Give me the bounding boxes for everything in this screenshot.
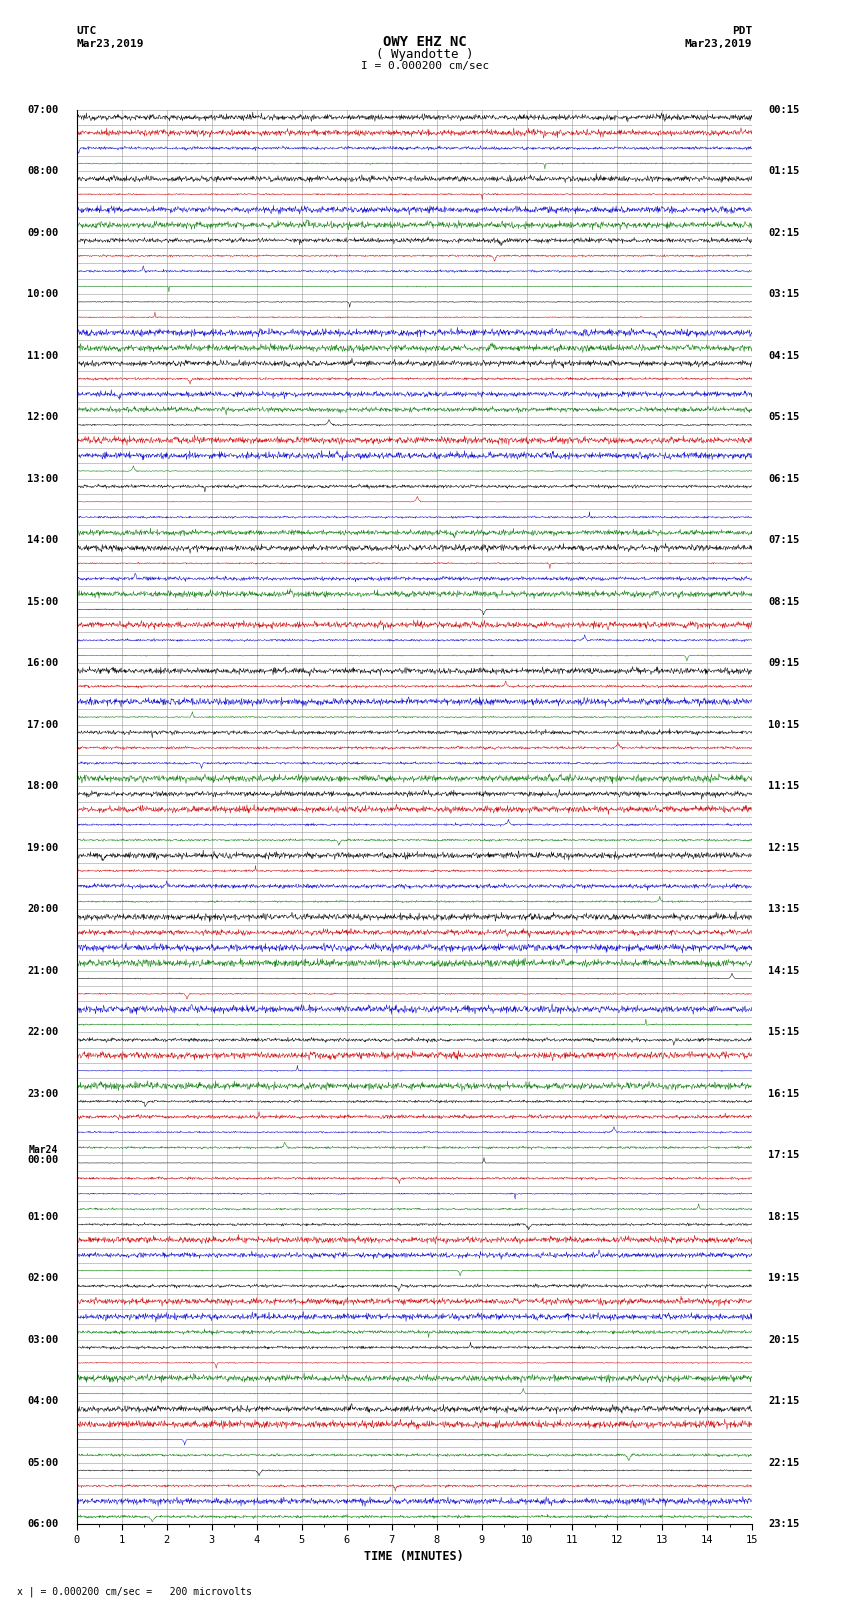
Text: 07:00: 07:00 — [27, 105, 59, 115]
Text: 23:00: 23:00 — [27, 1089, 59, 1098]
Text: 08:00: 08:00 — [27, 166, 59, 176]
Text: 09:15: 09:15 — [768, 658, 799, 668]
Text: Mar24: Mar24 — [29, 1145, 59, 1155]
Text: 05:15: 05:15 — [768, 413, 799, 423]
Text: OWY EHZ NC: OWY EHZ NC — [383, 35, 467, 50]
Text: 23:15: 23:15 — [768, 1519, 799, 1529]
Text: 02:15: 02:15 — [768, 227, 799, 237]
Text: x | = 0.000200 cm/sec =   200 microvolts: x | = 0.000200 cm/sec = 200 microvolts — [17, 1586, 252, 1597]
Text: Mar23,2019: Mar23,2019 — [76, 39, 144, 48]
Text: 11:15: 11:15 — [768, 781, 799, 792]
Text: 04:15: 04:15 — [768, 350, 799, 361]
Text: 09:00: 09:00 — [27, 227, 59, 237]
Text: 13:15: 13:15 — [768, 905, 799, 915]
Text: 21:15: 21:15 — [768, 1397, 799, 1407]
Text: 01:00: 01:00 — [27, 1211, 59, 1221]
Text: 08:15: 08:15 — [768, 597, 799, 606]
Text: 22:00: 22:00 — [27, 1027, 59, 1037]
Text: 17:00: 17:00 — [27, 719, 59, 729]
Text: 19:00: 19:00 — [27, 842, 59, 853]
Text: 05:00: 05:00 — [27, 1458, 59, 1468]
X-axis label: TIME (MINUTES): TIME (MINUTES) — [365, 1550, 464, 1563]
Text: 02:00: 02:00 — [27, 1273, 59, 1284]
Text: 12:15: 12:15 — [768, 842, 799, 853]
Text: 12:00: 12:00 — [27, 413, 59, 423]
Text: ( Wyandotte ): ( Wyandotte ) — [377, 48, 473, 61]
Text: Mar23,2019: Mar23,2019 — [685, 39, 752, 48]
Text: 07:15: 07:15 — [768, 536, 799, 545]
Text: 06:15: 06:15 — [768, 474, 799, 484]
Text: 11:00: 11:00 — [27, 350, 59, 361]
Text: 00:00: 00:00 — [27, 1155, 59, 1165]
Text: 18:00: 18:00 — [27, 781, 59, 792]
Text: 01:15: 01:15 — [768, 166, 799, 176]
Text: 18:15: 18:15 — [768, 1211, 799, 1221]
Text: 19:15: 19:15 — [768, 1273, 799, 1284]
Text: 17:15: 17:15 — [768, 1150, 799, 1160]
Text: 22:15: 22:15 — [768, 1458, 799, 1468]
Text: 14:15: 14:15 — [768, 966, 799, 976]
Text: 03:15: 03:15 — [768, 289, 799, 298]
Text: 16:00: 16:00 — [27, 658, 59, 668]
Text: 20:00: 20:00 — [27, 905, 59, 915]
Text: 14:00: 14:00 — [27, 536, 59, 545]
Text: 15:00: 15:00 — [27, 597, 59, 606]
Text: 10:15: 10:15 — [768, 719, 799, 729]
Text: 20:15: 20:15 — [768, 1336, 799, 1345]
Text: 06:00: 06:00 — [27, 1519, 59, 1529]
Text: 10:00: 10:00 — [27, 289, 59, 298]
Text: 15:15: 15:15 — [768, 1027, 799, 1037]
Text: 16:15: 16:15 — [768, 1089, 799, 1098]
Text: UTC: UTC — [76, 26, 97, 35]
Text: 03:00: 03:00 — [27, 1336, 59, 1345]
Text: 13:00: 13:00 — [27, 474, 59, 484]
Text: 04:00: 04:00 — [27, 1397, 59, 1407]
Text: I = 0.000200 cm/sec: I = 0.000200 cm/sec — [361, 61, 489, 71]
Text: PDT: PDT — [732, 26, 752, 35]
Text: 21:00: 21:00 — [27, 966, 59, 976]
Text: 00:15: 00:15 — [768, 105, 799, 115]
